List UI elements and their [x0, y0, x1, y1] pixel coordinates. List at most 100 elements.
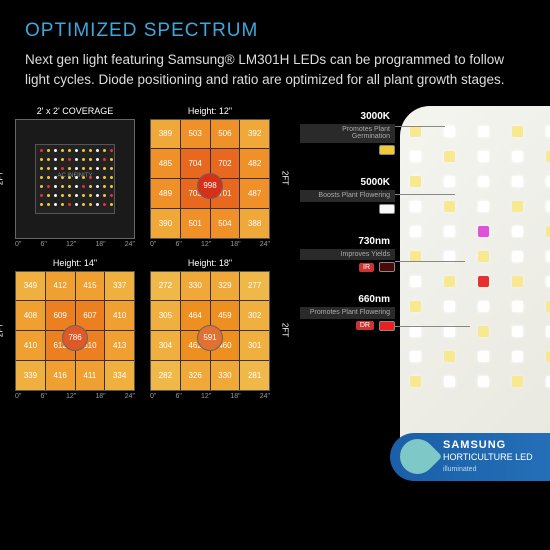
led-diode — [444, 176, 455, 187]
chip-icon — [379, 204, 395, 214]
led-diode — [512, 126, 523, 137]
led-dot — [40, 203, 43, 206]
led-dot — [47, 176, 50, 179]
led-diode — [478, 326, 489, 337]
led-dot — [82, 167, 85, 170]
heat-cell: 487 — [240, 179, 269, 208]
description-text: Next gen light featuring Samsung® LM301H… — [0, 50, 550, 106]
connector-line — [395, 194, 455, 195]
heat-cell: 413 — [105, 331, 134, 360]
coverage-brand: AC INFINITY — [57, 173, 92, 179]
led-dot — [89, 149, 92, 152]
led-diode — [410, 301, 421, 312]
led-diode — [478, 351, 489, 362]
led-diode — [410, 176, 421, 187]
led-dot — [110, 185, 113, 188]
heat-cell: 415 — [76, 272, 105, 301]
tick: 18" — [95, 393, 105, 400]
led-dot — [103, 149, 106, 152]
page-title: OPTIMIZED SPECTRUM — [0, 0, 550, 50]
heat-cell: 326 — [181, 361, 210, 390]
led-diode — [410, 276, 421, 287]
badge-line2: HORTICULTURE LED — [443, 452, 533, 462]
led-dot — [47, 185, 50, 188]
tick: 6" — [40, 241, 46, 248]
led-diode — [478, 376, 489, 387]
tick: 24" — [260, 241, 270, 248]
heat-cell: 334 — [105, 361, 134, 390]
heat-cell: 392 — [240, 120, 269, 149]
center-value: 591 — [197, 325, 223, 351]
led-diode — [410, 326, 421, 337]
led-diode — [546, 126, 550, 137]
led-diode — [512, 326, 523, 337]
led-dot — [47, 149, 50, 152]
heatmap-14: Height: 14" 3494124153374086096074104106… — [15, 258, 135, 402]
led-diode — [546, 151, 550, 162]
led-diode — [546, 201, 550, 212]
led-diode — [444, 276, 455, 287]
heat-cell: 412 — [46, 272, 75, 301]
tick: 0" — [15, 393, 21, 400]
led-dot — [61, 194, 64, 197]
led-diode — [410, 376, 421, 387]
led-diode — [410, 201, 421, 212]
heat-cell: 503 — [181, 120, 210, 149]
led-dot — [61, 167, 64, 170]
led-dot — [110, 176, 113, 179]
chip-icon — [379, 321, 395, 331]
led-dot — [82, 194, 85, 197]
coverage-diagram: AC INFINITY — [15, 119, 135, 239]
led-dot — [40, 149, 43, 152]
center-value: 786 — [62, 325, 88, 351]
led-dot — [54, 185, 57, 188]
chip-label: IR — [359, 263, 374, 272]
spectrum-value: 660nm — [300, 294, 395, 305]
spectrum-item: 5000K Boosts Plant Flowering — [300, 177, 395, 214]
led-diode — [478, 201, 489, 212]
led-dot — [68, 167, 71, 170]
tick: 12" — [66, 241, 76, 248]
led-dot — [68, 158, 71, 161]
connector-line — [395, 261, 465, 262]
led-dot — [54, 167, 57, 170]
led-diode — [546, 326, 550, 337]
heat-cell: 329 — [211, 272, 240, 301]
led-diode — [444, 226, 455, 237]
spectrum-desc: Promotes Plant Germination — [300, 124, 395, 143]
led-grid — [400, 106, 550, 407]
led-dot — [103, 185, 106, 188]
led-diode — [546, 376, 550, 387]
led-dot — [54, 149, 57, 152]
led-dot — [96, 185, 99, 188]
led-dot — [54, 203, 57, 206]
led-dot — [103, 194, 106, 197]
heatmap-label: Height: 12" — [150, 106, 270, 116]
spectrum-desc: Improves Yields — [300, 249, 395, 261]
heat-cell: 410 — [105, 301, 134, 330]
tick: 12" — [66, 393, 76, 400]
led-diode — [512, 276, 523, 287]
led-dot — [75, 158, 78, 161]
spectrum-item: 3000K Promotes Plant Germination — [300, 111, 395, 155]
led-diode — [444, 151, 455, 162]
led-diode — [512, 226, 523, 237]
tick: 18" — [230, 241, 240, 248]
led-diode — [444, 201, 455, 212]
led-dot — [110, 158, 113, 161]
y-axis-right: 2FT — [280, 170, 289, 184]
heat-cell: 330 — [211, 361, 240, 390]
spectrum-item: 730nm Improves Yields IR — [300, 236, 395, 273]
heat-cell: 411 — [76, 361, 105, 390]
led-dot — [75, 149, 78, 152]
led-diode — [512, 251, 523, 262]
led-dot — [103, 203, 106, 206]
led-diode — [512, 176, 523, 187]
led-dot — [89, 203, 92, 206]
badge-brand: SAMSUNG — [443, 439, 506, 451]
tick: 6" — [175, 393, 181, 400]
led-dot — [89, 194, 92, 197]
y-axis-left: 2FT — [0, 322, 5, 336]
tick: 12" — [201, 241, 211, 248]
led-dot — [82, 185, 85, 188]
